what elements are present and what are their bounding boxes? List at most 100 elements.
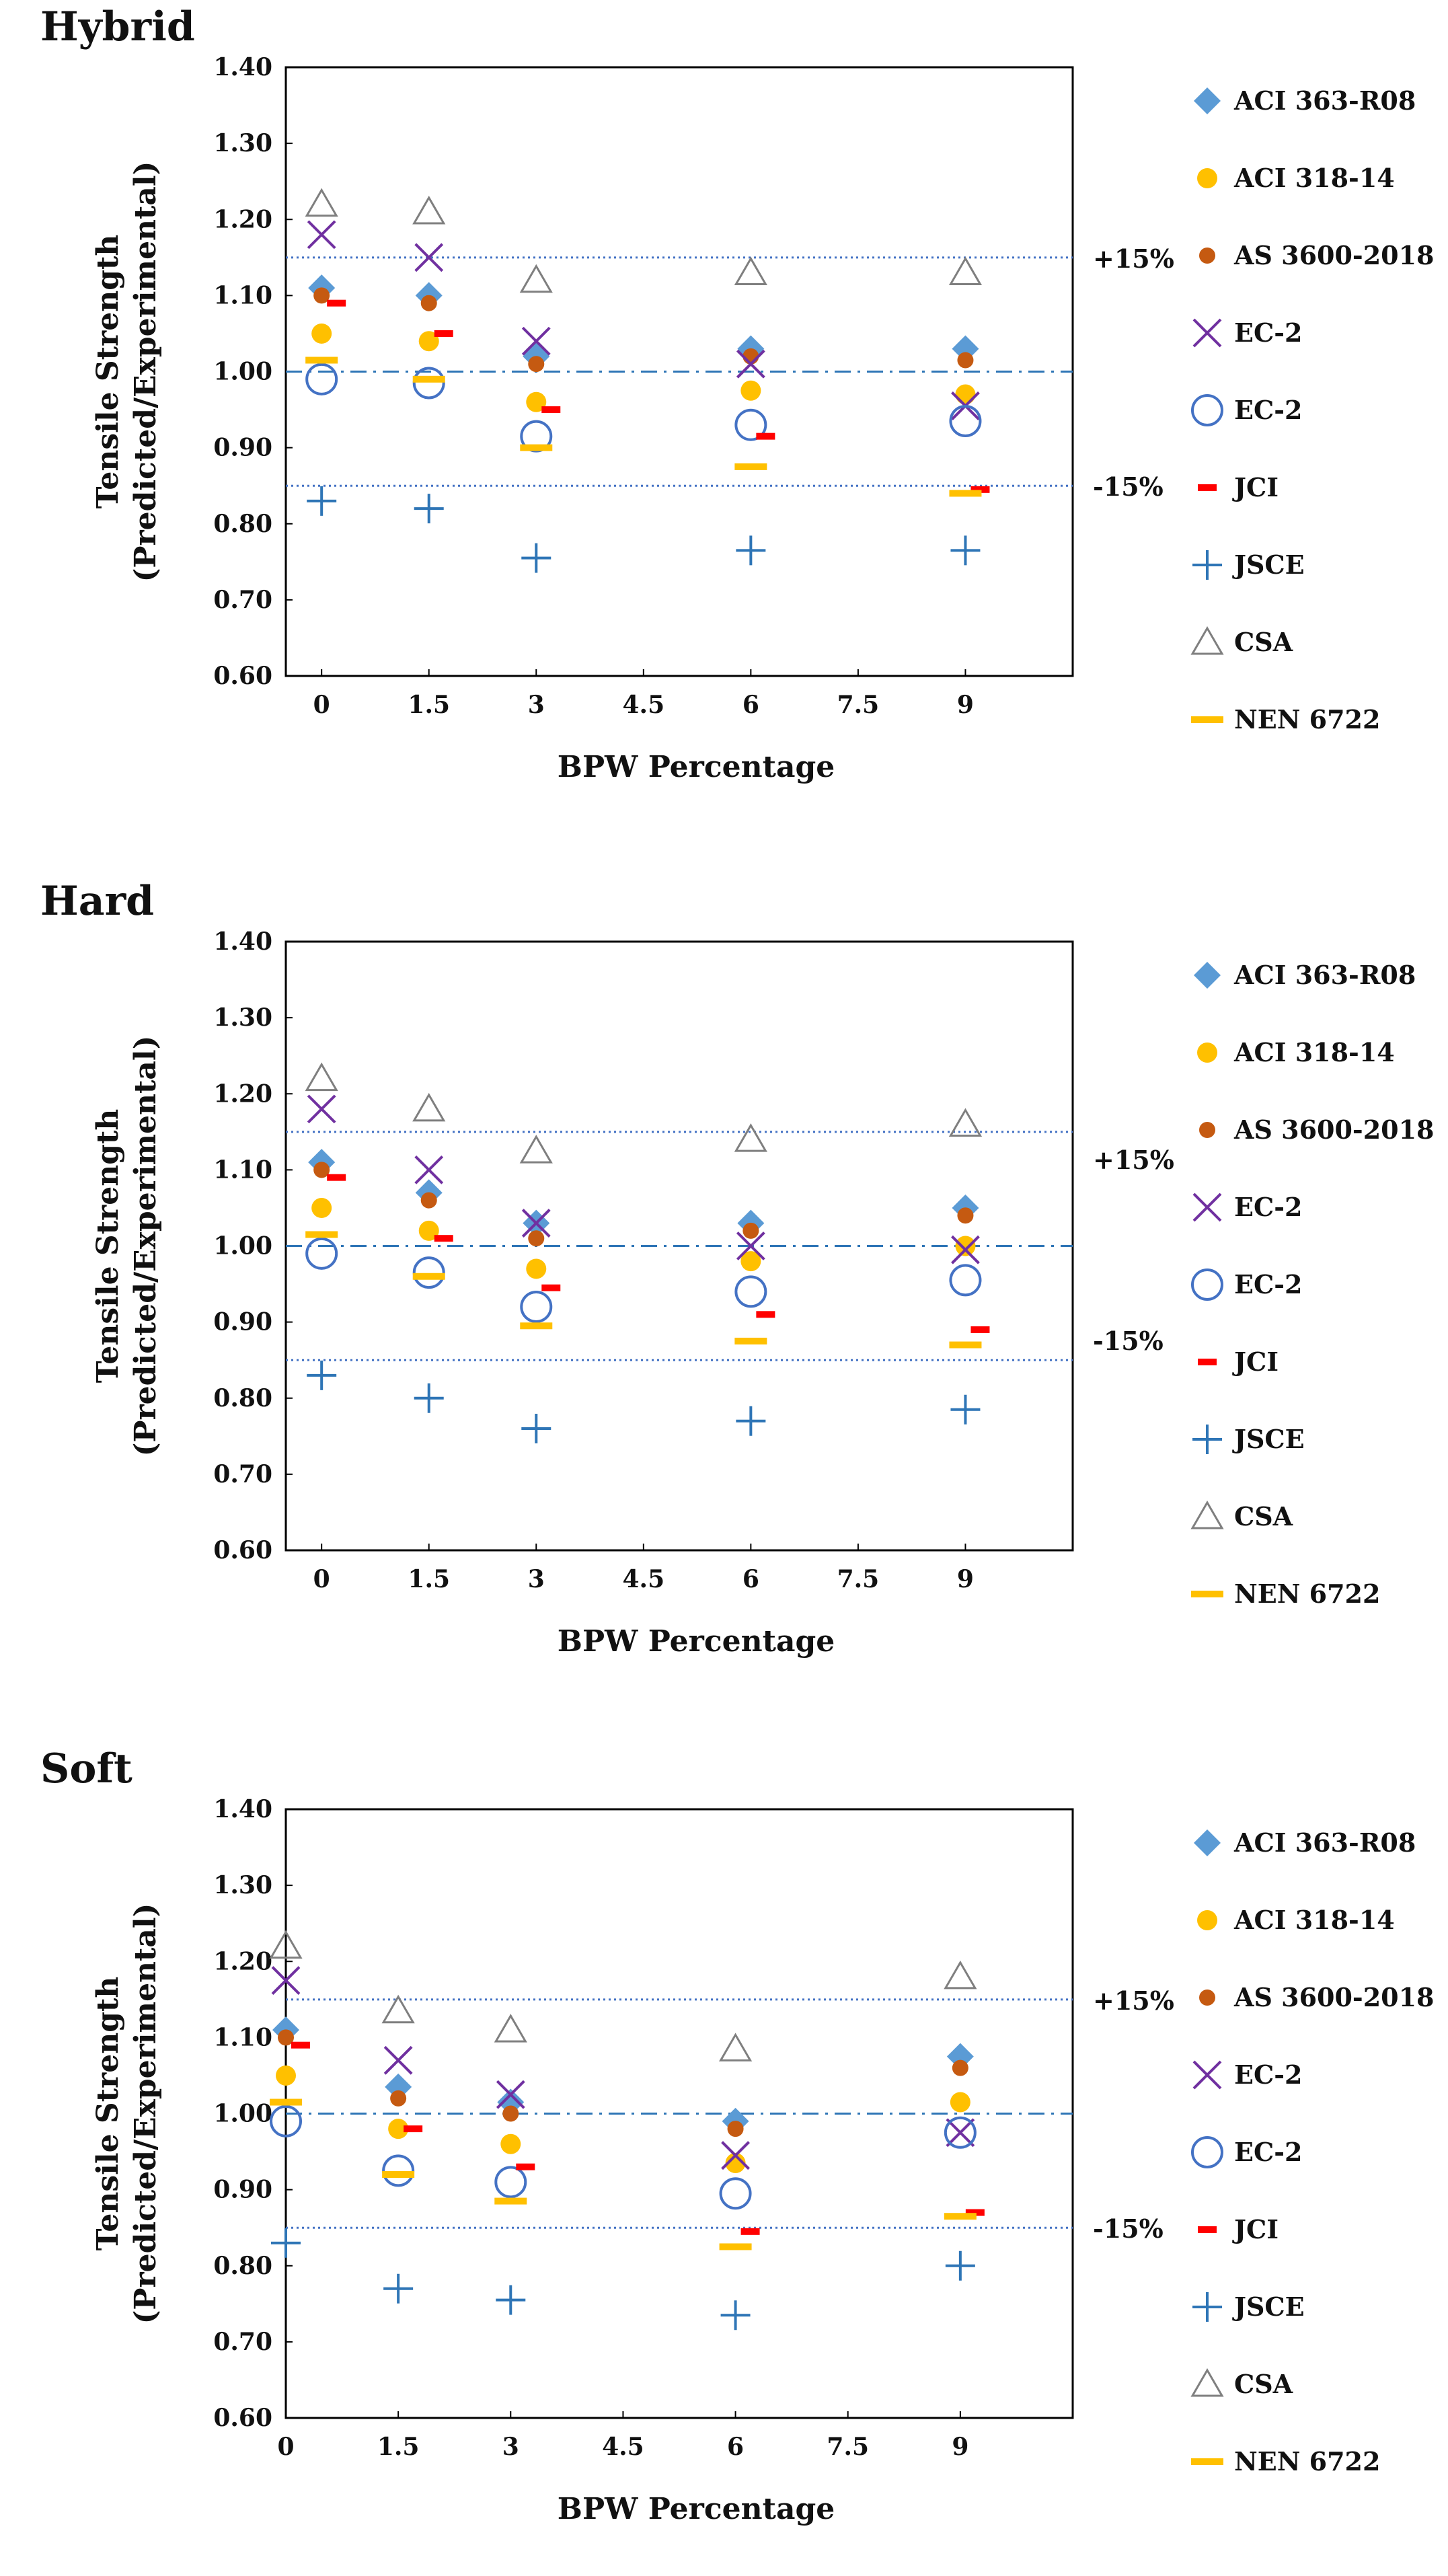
- y-tick-label: 1.10: [213, 281, 272, 309]
- data-point-aci318-shape: [311, 323, 332, 344]
- data-point-jci: [541, 1284, 561, 1291]
- data-point-ec2x: [736, 1232, 765, 1260]
- legend-marker-aci363: [1194, 962, 1221, 989]
- legend-marker-aci318: [1197, 1910, 1217, 1930]
- x-tick-label: 4.5: [622, 1565, 664, 1593]
- y-axis-title-line: (Predicted/Experimental): [128, 161, 163, 582]
- data-point-ec2x: [521, 1209, 551, 1238]
- data-point-csa: [381, 1994, 415, 2024]
- y-tick-label: 0.60: [213, 1536, 272, 1564]
- data-point-jci-shape: [740, 2228, 760, 2235]
- data-point-ec2o-shape: [412, 1256, 445, 1289]
- data-point-csa: [305, 1062, 338, 1092]
- panel-title: Hybrid: [40, 3, 195, 50]
- x-tick-label: 0: [277, 2433, 294, 2461]
- legend: ACI 363-R08 ACI 318-14 AS 3600-2018 EC-2 EC-…: [1190, 85, 1434, 734]
- data-point-csa-shape: [519, 264, 553, 293]
- legend-marker-as3600: [1199, 248, 1215, 264]
- legend-label: ACI 318-14: [1233, 1037, 1395, 1067]
- data-point-csa: [412, 195, 446, 225]
- y-tick-label: 0.80: [213, 510, 272, 538]
- legend-marker-ec2o-shape: [1191, 394, 1223, 426]
- legend-label: NEN 6722: [1234, 1579, 1380, 1609]
- data-point-as3600-shape: [952, 2059, 968, 2076]
- y-tick-label: 0.60: [213, 2404, 272, 2432]
- data-point-ec2o: [520, 1291, 553, 1323]
- data-point-jci: [756, 1311, 775, 1318]
- data-point-as3600-shape: [420, 1192, 437, 1209]
- data-point-aci318-shape: [418, 1220, 439, 1241]
- data-point-ec2o-shape: [270, 2105, 302, 2137]
- data-point-aci318-shape: [500, 2133, 521, 2154]
- series-as-3600-2018-as3600: [313, 287, 974, 373]
- x-tick-label: 6: [742, 1565, 759, 1593]
- data-point-as3600-shape: [278, 2029, 294, 2046]
- legend-marker-as3600: [1199, 1122, 1215, 1138]
- x-tick-label: 0: [313, 1565, 330, 1593]
- legend-marker-csa-shape: [1190, 2368, 1224, 2397]
- series-ec-2-ec2o: [305, 363, 982, 453]
- y-tick-label: 0.60: [213, 662, 272, 690]
- data-point-aci363: [946, 2043, 974, 2070]
- data-point-jci: [756, 432, 775, 440]
- data-point-as3600-shape: [742, 1222, 759, 1239]
- legend-marker-ec2o-shape: [1191, 1268, 1223, 1301]
- data-point-aci318-shape: [418, 331, 439, 352]
- data-point-jci-shape: [434, 330, 453, 337]
- data-point-as3600: [528, 356, 545, 373]
- data-point-csa-shape: [944, 1960, 977, 1990]
- legend-marker-aci363: [1194, 1829, 1221, 1856]
- y-tick-label: 1.10: [213, 1156, 272, 1184]
- legend-marker-aci318-shape: [1197, 168, 1217, 188]
- data-point-nen: [944, 2213, 977, 2220]
- y-axis-title-line: Tensile Strength: [91, 1977, 125, 2251]
- data-point-nen: [270, 2098, 302, 2106]
- series-aci-363-r08-aci363: [272, 2016, 974, 2135]
- data-point-aci318-shape: [955, 1236, 976, 1256]
- data-point-csa-shape: [734, 256, 767, 285]
- legend-label: AS 3600-2018: [1233, 1982, 1434, 2012]
- data-point-ec2x: [721, 2141, 750, 2170]
- data-point-ec2x-stroke-b: [521, 1209, 551, 1238]
- y-tick-label: 0.90: [213, 1308, 272, 1336]
- data-point-ec2o-shape: [944, 2116, 977, 2149]
- legend-label: EC-2: [1234, 317, 1302, 348]
- data-point-aci363-shape: [497, 2088, 525, 2116]
- series-aci-318-14-aci318: [311, 1197, 976, 1279]
- data-point-aci318: [740, 1251, 761, 1272]
- legend-marker-jci-shape: [1198, 2226, 1217, 2233]
- data-point-csa-shape: [305, 1062, 338, 1092]
- y-tick-label: 1.40: [213, 1795, 272, 1823]
- data-point-as3600-shape: [313, 287, 330, 304]
- legend-marker-ec2x: [1192, 2060, 1222, 2090]
- data-point-as3600: [727, 2121, 744, 2137]
- data-point-csa: [269, 1930, 303, 1959]
- data-point-jsce: [414, 494, 444, 524]
- data-point-aci318: [725, 2153, 746, 2174]
- y-tick-label: 1.30: [213, 1003, 272, 1032]
- data-point-as3600-shape: [313, 1162, 330, 1178]
- upper-15pct-label: +15%: [1093, 1145, 1174, 1175]
- data-point-aci363: [385, 2073, 412, 2100]
- y-tick-label: 0.90: [213, 434, 272, 462]
- data-point-nen: [382, 2171, 415, 2178]
- data-point-nen: [305, 1231, 338, 1238]
- legend-label: EC-2: [1234, 395, 1302, 425]
- data-point-as3600: [278, 2029, 294, 2046]
- x-tick-label: 4.5: [602, 2433, 644, 2461]
- data-point-as3600: [742, 1222, 759, 1239]
- data-point-jci: [541, 406, 561, 414]
- data-point-jsce: [950, 1394, 981, 1425]
- x-tick-label: 7.5: [837, 691, 880, 719]
- legend: ACI 363-R08 ACI 318-14 AS 3600-2018 EC-2 EC-…: [1190, 960, 1434, 1609]
- legend-marker-aci363-shape: [1194, 1829, 1221, 1856]
- legend-marker-aci363: [1194, 87, 1221, 114]
- data-point-csa-shape: [718, 2033, 753, 2061]
- data-point-ec2x-stroke-b: [307, 220, 336, 250]
- legend-marker-aci318-shape: [1197, 1910, 1217, 1930]
- y-tick-label: 1.00: [213, 2100, 272, 2128]
- data-point-ec2o: [734, 1275, 767, 1308]
- panel-title: Soft: [40, 1745, 132, 1792]
- data-point-jci-shape: [327, 1174, 346, 1181]
- data-point-jci: [965, 2209, 985, 2216]
